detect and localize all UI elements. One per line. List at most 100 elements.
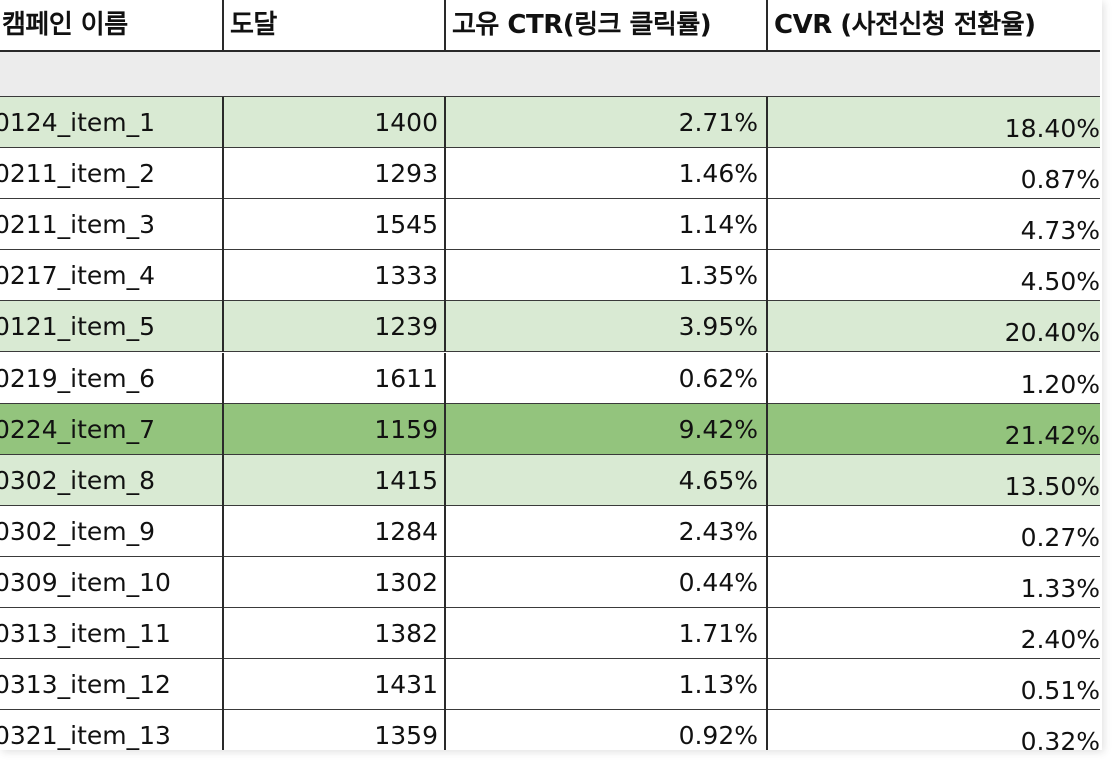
header-ctr[interactable]: 고유 CTR(링크 클릭률) — [452, 10, 712, 40]
cell-reach[interactable]: 1415 — [374, 465, 438, 495]
cell-reach[interactable]: 1284 — [374, 516, 438, 546]
cell-campaign-name[interactable]: 0211_item_2 — [0, 159, 156, 189]
column-divider — [444, 556, 446, 608]
cell-ctr[interactable]: 1.14% — [678, 210, 758, 240]
cell-campaign-name[interactable]: 0313_item_12 — [0, 670, 171, 700]
column-divider — [222, 556, 224, 608]
cell-reach[interactable]: 1159 — [374, 414, 438, 444]
cell-reach[interactable]: 1359 — [374, 721, 438, 750]
cell-ctr[interactable]: 0.62% — [678, 363, 758, 393]
column-divider — [766, 659, 768, 711]
cell-cvr[interactable]: 0.27% — [1020, 522, 1100, 552]
column-divider — [222, 301, 224, 353]
cell-ctr[interactable]: 9.42% — [678, 414, 758, 444]
column-divider — [222, 454, 224, 506]
cell-ctr[interactable]: 1.46% — [678, 159, 758, 189]
table-row[interactable]: 0302_item_8 1415 4.65% 13.50% — [0, 454, 1100, 506]
cell-cvr[interactable]: 4.50% — [1020, 267, 1100, 297]
cell-campaign-name[interactable]: 0321_item_13 — [0, 721, 171, 750]
table-row[interactable]: 0211_item_2 1293 1.46% 0.87% — [0, 148, 1100, 200]
cell-ctr[interactable]: 2.71% — [678, 108, 758, 137]
cell-campaign-name[interactable]: 0302_item_9 — [0, 516, 156, 546]
header-reach[interactable]: 도달 — [230, 10, 277, 40]
column-divider — [222, 97, 224, 148]
table-row[interactable]: 0313_item_11 1382 1.71% 2.40% — [0, 608, 1100, 659]
cell-cvr[interactable]: 0.32% — [1020, 727, 1100, 750]
column-divider — [444, 505, 446, 557]
cell-reach[interactable]: 1545 — [374, 210, 438, 240]
cell-cvr[interactable]: 4.73% — [1020, 216, 1100, 246]
table-row[interactable]: 0321_item_13 1359 0.92% 0.32% — [0, 710, 1100, 750]
table-row[interactable]: 0219_item_6 1611 0.62% 1.20% — [0, 352, 1100, 404]
cell-cvr[interactable]: 0.87% — [1020, 165, 1100, 195]
cell-highlight — [222, 301, 444, 352]
table-row[interactable]: 0121_item_5 1239 3.95% 20.40% — [0, 301, 1100, 353]
cell-reach[interactable]: 1611 — [374, 363, 438, 393]
cell-campaign-name[interactable]: 0313_item_11 — [0, 619, 171, 648]
column-divider — [766, 352, 768, 404]
cell-cvr[interactable]: 20.40% — [1004, 318, 1100, 348]
table-row[interactable]: 0211_item_3 1545 1.14% 4.73% — [0, 199, 1100, 251]
header-row: 캠페인 이름 도달 고유 CTR(링크 클릭률) CVR (사전신청 전환율) — [0, 0, 1100, 52]
cell-ctr[interactable]: 1.13% — [678, 670, 758, 700]
cell-highlight — [444, 301, 766, 352]
cell-cvr[interactable]: 1.20% — [1020, 369, 1100, 399]
cell-highlight — [766, 301, 1100, 352]
cell-campaign-name[interactable]: 0302_item_8 — [0, 465, 156, 495]
cell-ctr[interactable]: 2.43% — [678, 516, 758, 546]
table-row[interactable]: 0313_item_12 1431 1.13% 0.51% — [0, 659, 1100, 711]
cell-cvr[interactable]: 13.50% — [1004, 471, 1100, 501]
cell-reach[interactable]: 1431 — [374, 670, 438, 700]
cell-campaign-name[interactable]: 0217_item_4 — [0, 261, 156, 291]
cell-ctr[interactable]: 0.92% — [678, 721, 758, 750]
column-divider — [766, 97, 768, 148]
blank-row[interactable] — [0, 52, 1100, 97]
cell-cvr[interactable]: 21.42% — [1004, 420, 1100, 450]
cell-highlight — [222, 454, 444, 505]
column-divider — [222, 403, 224, 455]
cell-reach[interactable]: 1382 — [374, 619, 438, 648]
column-divider — [222, 659, 224, 711]
table-row[interactable]: 0124_item_1 1400 2.71% 18.40% — [0, 97, 1100, 148]
cell-cvr[interactable]: 18.40% — [1004, 114, 1100, 143]
column-divider — [444, 403, 446, 455]
column-divider — [444, 0, 446, 50]
cell-cvr[interactable]: 0.51% — [1020, 676, 1100, 706]
column-divider — [766, 403, 768, 455]
cell-cvr[interactable]: 1.33% — [1020, 573, 1100, 603]
cell-campaign-name[interactable]: 0219_item_6 — [0, 363, 156, 393]
cell-reach[interactable]: 1302 — [374, 567, 438, 597]
cell-campaign-name[interactable]: 0121_item_5 — [0, 312, 156, 342]
cell-ctr[interactable]: 4.65% — [678, 465, 758, 495]
cell-reach[interactable]: 1293 — [374, 159, 438, 189]
table-row[interactable]: 0302_item_9 1284 2.43% 0.27% — [0, 505, 1100, 557]
table-row[interactable]: 0309_item_10 1302 0.44% 1.33% — [0, 556, 1100, 608]
cell-campaign-name[interactable]: 0211_item_3 — [0, 210, 156, 240]
cell-highlight — [0, 97, 222, 147]
column-divider — [766, 710, 768, 750]
cell-highlight — [0, 454, 222, 505]
cell-ctr[interactable]: 0.44% — [678, 567, 758, 597]
header-campaign-name[interactable]: 캠페인 이름 — [2, 10, 128, 40]
column-divider — [222, 505, 224, 557]
column-divider — [766, 199, 768, 251]
cell-cvr[interactable]: 2.40% — [1020, 625, 1100, 654]
table-row[interactable]: 0224_item_7 1159 9.42% 21.42% — [0, 403, 1100, 455]
spreadsheet: 캠페인 이름 도달 고유 CTR(링크 클릭률) CVR (사전신청 전환율) … — [0, 0, 1102, 750]
table-row[interactable]: 0217_item_4 1333 1.35% 4.50% — [0, 250, 1100, 302]
column-divider — [222, 710, 224, 750]
cell-ctr[interactable]: 1.71% — [678, 619, 758, 648]
cell-reach[interactable]: 1333 — [374, 261, 438, 291]
cell-ctr[interactable]: 1.35% — [678, 261, 758, 291]
cell-reach[interactable]: 1239 — [374, 312, 438, 342]
cell-campaign-name[interactable]: 0224_item_7 — [0, 414, 156, 444]
cell-campaign-name[interactable]: 0309_item_10 — [0, 567, 171, 597]
cell-campaign-name[interactable]: 0124_item_1 — [0, 108, 156, 137]
cell-reach[interactable]: 1400 — [374, 108, 438, 137]
header-cvr[interactable]: CVR (사전신청 전환율) — [774, 10, 1036, 40]
column-divider — [766, 505, 768, 557]
column-divider — [766, 556, 768, 608]
cell-ctr[interactable]: 3.95% — [678, 312, 758, 342]
column-divider — [766, 454, 768, 506]
column-divider — [766, 148, 768, 200]
